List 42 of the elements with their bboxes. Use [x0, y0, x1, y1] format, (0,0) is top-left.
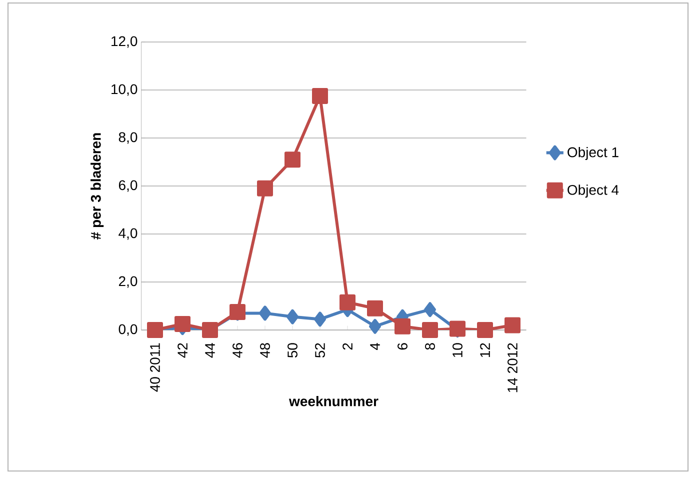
point [340, 294, 356, 310]
point [369, 318, 382, 334]
point [424, 302, 436, 318]
x-tick-label: 44 [205, 342, 215, 358]
y-tick-label: 6,0 [118, 180, 138, 192]
point [174, 316, 191, 332]
x-axis-title: weeknummer [288, 396, 378, 406]
point [422, 322, 438, 338]
x-tick-label: 12 [480, 343, 490, 358]
point [286, 309, 299, 324]
y-axis-title: # per 3 bladeren [90, 133, 104, 240]
point [257, 180, 274, 196]
y-tick-label: 2,0 [118, 276, 138, 288]
x-tick-label: 52 [315, 343, 325, 358]
x-tick-label: 2 [342, 343, 352, 350]
point [202, 322, 218, 338]
y-tick-label: 0,0 [118, 324, 138, 336]
point [312, 88, 328, 104]
x-tick-label: 6 [398, 343, 408, 350]
x-tick-label: 14 2012 [508, 343, 518, 392]
legend-label: Object 1 [568, 146, 618, 160]
x-tick-label: 46 [232, 343, 242, 358]
point [284, 152, 301, 168]
x-tick-label: 48 [260, 343, 270, 358]
x-tick-label: 50 [288, 343, 298, 358]
legend-label: Object 4 [568, 184, 619, 198]
point [504, 317, 521, 334]
y-tick-label: 8,0 [118, 132, 138, 144]
point [450, 320, 466, 337]
x-tick-label: 42 [178, 343, 188, 358]
y-tick-label: 12,0 [112, 36, 138, 48]
y-tick-label: 10,0 [112, 84, 138, 96]
x-tick-label: 40 2011 [150, 343, 160, 392]
point [259, 306, 272, 321]
point [394, 318, 411, 334]
x-tick-label: 8 [425, 343, 435, 350]
point [477, 322, 494, 338]
x-tick-label: 4 [370, 342, 380, 350]
x-tick-label: 10 [452, 343, 462, 358]
point [314, 312, 326, 327]
point [367, 300, 384, 316]
y-tick-label: 4,0 [118, 228, 138, 240]
